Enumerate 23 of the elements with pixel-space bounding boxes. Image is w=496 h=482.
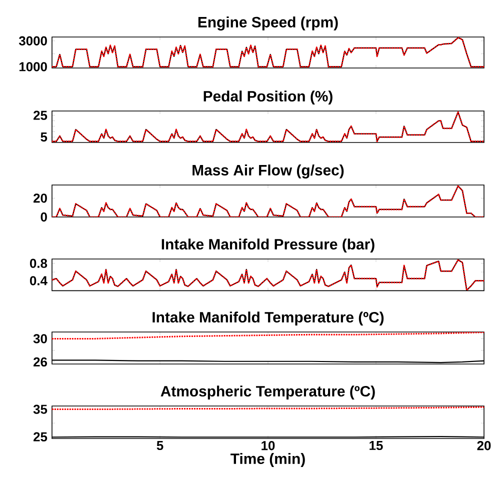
- y-tick-label: 0: [40, 212, 47, 222]
- x-tick-label: 5: [156, 441, 164, 450]
- y-tick-label: 25: [34, 110, 48, 120]
- chart-title: Mass Air Flow (g/sec): [192, 164, 344, 179]
- y-tick-label: 0.8: [30, 258, 48, 268]
- y-tick-label: 3000: [18, 36, 47, 46]
- y-tick-label: 25: [34, 432, 48, 442]
- chart-title: Pedal Position (%): [204, 90, 332, 104]
- x-tick-label: 20: [477, 441, 491, 450]
- y-tick-label: 30: [33, 334, 47, 344]
- y-tick-label: 5: [40, 132, 48, 142]
- chart-title: Intake Manifold Pressure (bar): [162, 238, 374, 252]
- chart-title: Atmospheric Temperature (ºC): [160, 386, 375, 400]
- y-tick-label: 0.4: [30, 276, 48, 286]
- chart-title: Intake Manifold Temperature (ºC): [152, 312, 384, 326]
- y-tick-label: 1000: [19, 62, 47, 72]
- y-tick-label: 20: [34, 194, 47, 203]
- x-tick-label: 15: [370, 441, 383, 450]
- x-tick-label: 10: [262, 441, 275, 450]
- y-tick-label: 35: [33, 404, 48, 414]
- y-tick-label: 26: [34, 357, 48, 367]
- chart-title: Engine Speed (rpm): [198, 16, 338, 31]
- x-axis-title: Time (min): [230, 453, 305, 467]
